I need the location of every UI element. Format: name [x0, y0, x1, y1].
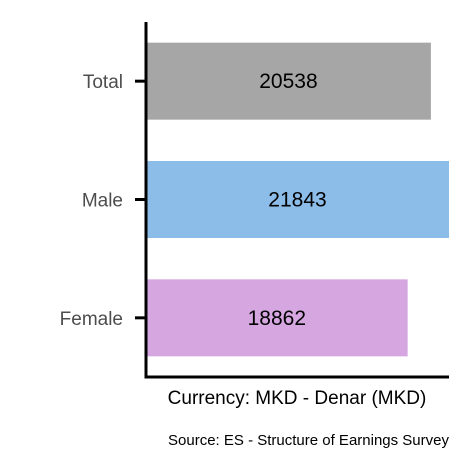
source-caption: Source: ES - Structure of Earnings Surve… [168, 432, 449, 449]
value-label-female: 18862 [248, 307, 306, 330]
bar-male [146, 161, 449, 238]
x-axis-title: Currency: MKD - Denar (MKD) [168, 388, 427, 409]
axis-layer [135, 22, 449, 379]
value-label-total: 20538 [259, 70, 317, 93]
category-label-male: Male [82, 191, 123, 212]
category-label-female: Female [60, 309, 123, 330]
labels-layer: 20538 Total 21843 Male 18862 Female [60, 70, 327, 330]
bar-total [146, 42, 431, 120]
category-label-total: Total [83, 72, 123, 93]
bars-layer [146, 42, 449, 357]
value-label-male: 21843 [268, 189, 326, 212]
bar-female [146, 279, 408, 357]
